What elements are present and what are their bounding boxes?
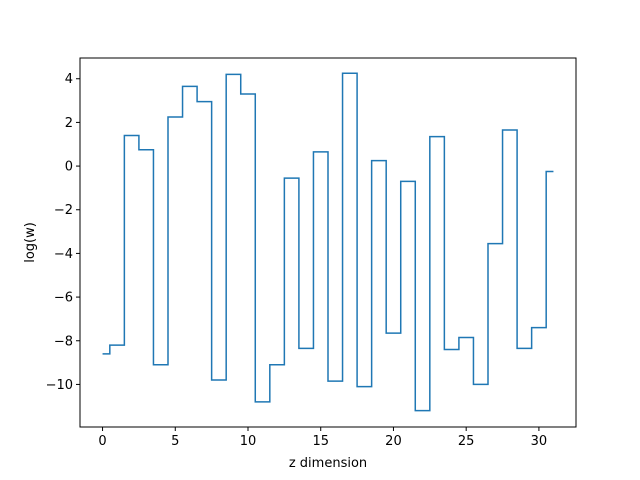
y-tick-label: −6	[54, 291, 73, 306]
y-tick-label: −2	[54, 203, 73, 218]
plot-area	[102, 72, 554, 412]
axes-frame	[79, 57, 577, 428]
x-tick-label: 0	[98, 434, 106, 449]
x-tick-label: 10	[240, 434, 257, 449]
y-tick-label: 4	[65, 72, 73, 87]
x-tick-label: 5	[171, 434, 179, 449]
x-tick-label: 20	[385, 434, 402, 449]
x-tick-label: 25	[458, 434, 475, 449]
y-tick-label: 2	[65, 116, 73, 131]
series-line-0	[102, 72, 554, 412]
y-tick-label: 0	[65, 160, 73, 175]
y-tick-label: −10	[46, 378, 73, 393]
ticks: 0 5 10 15 20 25 30 −10 −8 −6 −4 −2 0 2 4	[46, 72, 548, 449]
x-axis-label: z dimension	[289, 456, 367, 471]
y-axis-label: log(w)	[23, 222, 38, 263]
y-tick-label: −4	[54, 247, 73, 262]
x-tick-label: 30	[531, 434, 548, 449]
x-tick-label: 15	[312, 434, 329, 449]
y-tick-label: −8	[54, 334, 73, 349]
